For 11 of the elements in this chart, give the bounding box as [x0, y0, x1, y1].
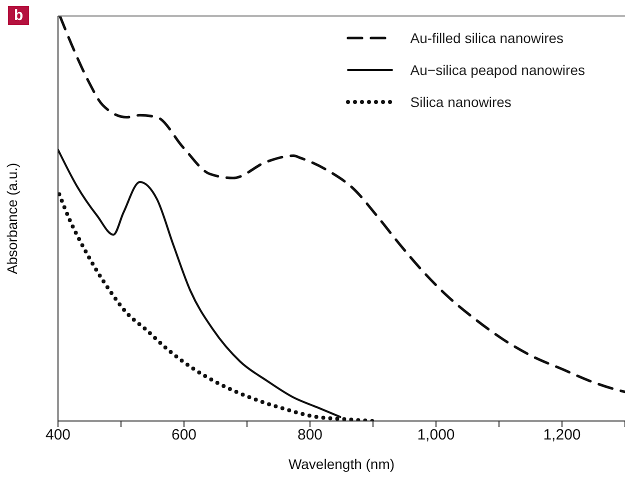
legend-label: Silica nanowires [410, 94, 512, 110]
y-axis-title: Absorbance (a.u.) [4, 162, 20, 274]
x-tick-label: 600 [171, 426, 197, 444]
x-tick-label: 800 [297, 426, 323, 444]
x-tick-label: 1,200 [543, 426, 581, 444]
x-tick-label: 400 [45, 426, 71, 444]
panel-label: b [8, 6, 30, 25]
legend-label: Au-filled silica nanowires [410, 30, 564, 46]
x-axis-title: Wavelength (nm) [288, 456, 395, 472]
legend-label: Au−silica peapod nanowires [410, 62, 585, 78]
x-tick-label: 1,000 [417, 426, 455, 444]
